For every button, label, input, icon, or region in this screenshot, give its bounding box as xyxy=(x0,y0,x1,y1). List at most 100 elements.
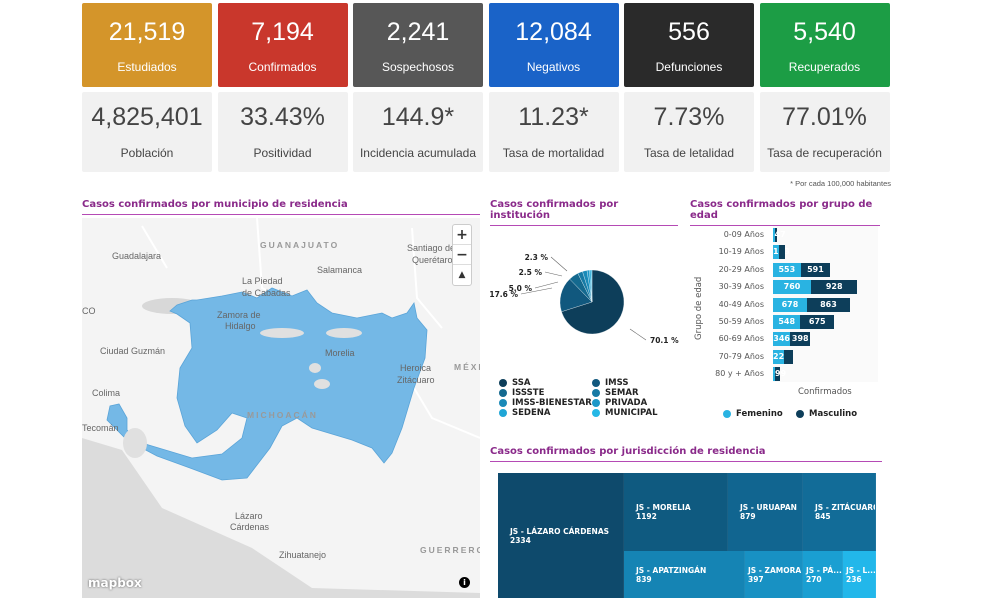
pie-slice-ssa[interactable] xyxy=(561,269,625,335)
bar-label: 47 xyxy=(774,230,786,239)
legend-label: Femenino xyxy=(736,409,783,419)
metric-label: Tasa de mortalidad xyxy=(502,146,605,160)
bar-masculino[interactable]: 675 xyxy=(800,315,835,329)
bar-femenino[interactable]: 553 xyxy=(773,262,801,277)
map-zoom-controls: + − ▲ xyxy=(452,224,472,286)
info-icon[interactable]: i xyxy=(459,577,470,588)
legend-item[interactable]: SEDENA xyxy=(499,408,550,418)
compass-button[interactable]: ▲ xyxy=(458,270,466,280)
pie-data-label: 5.0 % xyxy=(509,284,533,293)
age-tick-label: 50-59 Años xyxy=(718,317,764,326)
metric-label: Positividad xyxy=(253,146,312,160)
bar-femenino[interactable]: 346 xyxy=(773,332,791,347)
bar-femenino[interactable] xyxy=(773,228,775,242)
bar-label: 398 xyxy=(791,334,809,344)
zoom-in-button[interactable]: + xyxy=(453,225,471,245)
stat-value: 7,194 xyxy=(251,18,314,46)
metric-value: 77.01% xyxy=(782,103,867,131)
michoacan-region[interactable] xyxy=(106,287,428,481)
treemap-cell-name: JS - ZAMORA xyxy=(748,565,802,575)
bar-femenino[interactable]: 548 xyxy=(773,315,801,329)
legend-dot-icon xyxy=(723,410,731,418)
treemap-cell-name: JS - LÁZARO CÁRDENAS xyxy=(510,526,610,536)
legend-item[interactable]: Masculino xyxy=(796,409,857,419)
zoom-out-button[interactable]: − xyxy=(453,245,471,265)
bar-masculino[interactable]: 863 xyxy=(806,297,851,312)
map-place-label: GUANAJUATO xyxy=(260,240,340,250)
treemap-cell-value: 839 xyxy=(636,574,652,584)
pie-data-label: 2.3 % xyxy=(525,253,549,262)
legend-item[interactable]: Femenino xyxy=(723,409,783,419)
bar-label: 678 xyxy=(781,299,799,309)
treemap-cell-value: 879 xyxy=(740,512,756,521)
age-tick-label: 80 y + Años xyxy=(715,369,764,379)
legend-item[interactable]: IMSS-BIENESTAR xyxy=(499,398,592,408)
treemap-cell[interactable]: JS - APATZINGÁN 839 xyxy=(624,551,745,598)
treemap-cell[interactable]: JS - ZAMORA 397 xyxy=(745,551,803,598)
legend-item[interactable]: SSA xyxy=(499,378,530,388)
age-tick-label: 70-79 Años xyxy=(718,351,764,361)
treemap-cell-value: 397 xyxy=(748,574,764,584)
legend-label: IMSS xyxy=(605,378,629,388)
treemap-cell[interactable]: JS - MORELIA 1192 xyxy=(624,473,728,551)
treemap-cell[interactable]: JS - URUAPAN 879 xyxy=(728,473,803,551)
bar-label: 553 xyxy=(778,264,796,274)
legend-item[interactable]: MUNICIPAL xyxy=(592,408,657,418)
stat-value: 556 xyxy=(668,18,710,46)
legend-dot-icon xyxy=(499,399,507,407)
bar-femenino[interactable]: 221 xyxy=(773,349,790,364)
metric-card: 77.01% Tasa de recuperación xyxy=(759,92,890,172)
stat-label: Negativos xyxy=(526,60,581,74)
legend-label: IMSS-BIENESTAR xyxy=(512,398,592,408)
bar-masculino[interactable]: 99 xyxy=(775,367,786,382)
bar-femenino[interactable] xyxy=(773,367,775,382)
treemap-cell[interactable]: JS - LÁZARO CÁRDENAS 2334 xyxy=(498,473,624,598)
legend-item[interactable]: ISSSTE xyxy=(499,388,544,398)
bar-masculino[interactable]: 398 xyxy=(790,332,811,347)
map-place-label: Tecomán xyxy=(82,423,119,433)
mapbox-logo[interactable]: mapbox xyxy=(88,576,142,590)
pie-leader-line xyxy=(534,281,559,289)
stat-value: 12,084 xyxy=(515,18,592,46)
legend-dot-icon xyxy=(499,379,507,387)
map-place-label: Guadalajara xyxy=(112,251,162,261)
legend-item[interactable]: PRIVADA xyxy=(592,398,647,408)
legend-label: Masculino xyxy=(809,409,858,419)
map-place-label: CO xyxy=(82,306,96,316)
bar-masculino[interactable] xyxy=(784,349,794,364)
pie-slice-municipal[interactable] xyxy=(590,269,593,303)
bar-label: 675 xyxy=(808,317,826,326)
pie-data-label: 17.6 % xyxy=(490,290,518,299)
bar-masculino[interactable]: 591 xyxy=(800,262,831,277)
stat-label: Sospechosos xyxy=(381,60,455,74)
treemap-cell[interactable]: JS - PÁ... 270 xyxy=(803,551,843,598)
metric-value: 144.9* xyxy=(381,103,455,131)
age-ylabel: Grupo de edad xyxy=(694,276,704,340)
map-place-label: Santiago de xyxy=(407,243,456,253)
treemap-cell-value: 845 xyxy=(815,512,831,521)
treemap-cell-name: JS - URUAPAN xyxy=(740,503,797,512)
treemap-cell[interactable]: JS - ZITÁCUARO 845 xyxy=(803,473,876,551)
bar-masculino[interactable] xyxy=(779,245,786,260)
municipality-map[interactable]: GUANAJUATO Santiago de Querétaro Guadalajar… xyxy=(82,218,480,598)
bar-femenino[interactable]: 760 xyxy=(773,280,811,295)
legend-item[interactable]: IMSS xyxy=(592,378,628,388)
bar-masculino[interactable]: 928 xyxy=(811,280,858,295)
bar-label: 591 xyxy=(807,264,824,274)
treemap-cell-value: 2334 xyxy=(510,535,531,545)
map-place-label: de Cabadas xyxy=(242,288,291,298)
stat-card-confirmados: 7,194 Confirmados xyxy=(217,3,348,87)
bar-masculino[interactable]: 47 xyxy=(774,228,786,242)
map-place-label: MÉXICO xyxy=(454,362,480,372)
metric-value: 33.43% xyxy=(240,103,325,131)
treemap-cell[interactable]: JS - L... 236 xyxy=(843,551,876,598)
stat-card-negativos: 12,084 Negativos xyxy=(488,3,619,87)
jurisdiction-title: Casos confirmados por jurisdicción de re… xyxy=(490,446,882,462)
bar-femenino[interactable]: 678 xyxy=(773,297,807,312)
legend-item[interactable]: SEMAR xyxy=(592,388,639,398)
treemap-cell-value: 236 xyxy=(846,574,862,584)
map-place-label: Lázaro xyxy=(235,511,263,521)
bar-label: 548 xyxy=(778,317,796,326)
pie-leader-line xyxy=(550,256,568,272)
bar-label: 760 xyxy=(783,282,801,292)
